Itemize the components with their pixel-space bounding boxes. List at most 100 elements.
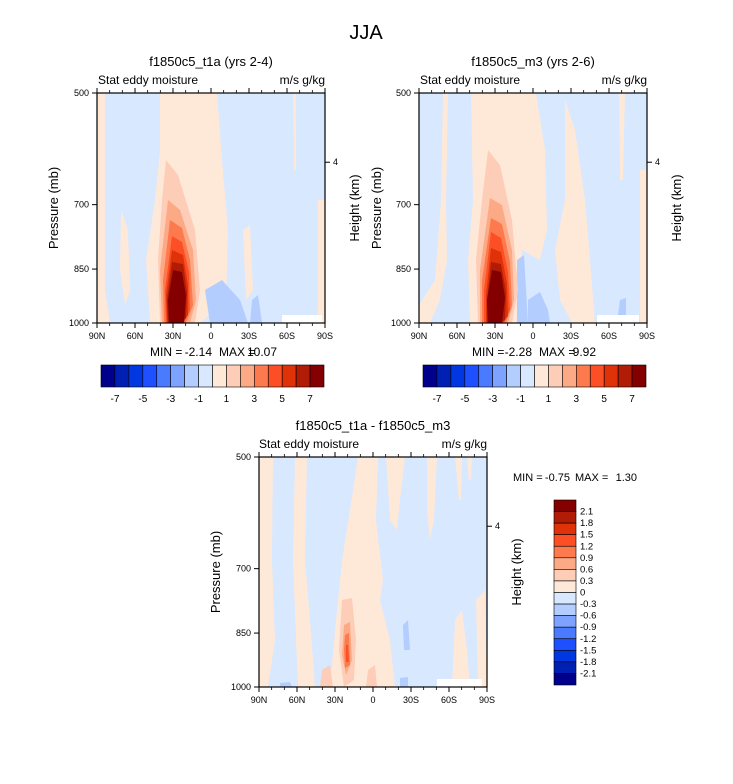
colorbar-swatch — [589, 364, 605, 388]
colorbar-swatch — [553, 626, 577, 640]
colorbar-label: -0.3 — [580, 599, 596, 610]
x-tick-label: 0 — [530, 331, 535, 341]
colorbar-label: 0.6 — [580, 564, 593, 575]
colorbar-label: 0.3 — [580, 576, 593, 587]
colorbar-swatch — [553, 522, 577, 535]
colorbar-swatch — [553, 661, 577, 674]
panel-3-contours — [259, 457, 487, 687]
x-tick-label: 30S — [403, 695, 419, 705]
panel-3-ylabel-right: Height (km) — [509, 538, 524, 605]
contour-fill — [366, 665, 377, 687]
colorbar-label: 1.5 — [580, 530, 593, 541]
colorbar-swatch — [553, 580, 577, 593]
panel-2-max-value: 9.92 — [573, 345, 597, 359]
colorbar-label: 1 — [546, 394, 552, 405]
colorbar-swatch — [254, 364, 269, 388]
colorbar-1: -7 -5 -3 -1 1 3 5 7 — [100, 364, 325, 405]
panel-1-min-value: -2.14 — [185, 345, 213, 359]
panel-3-max-value: 1.30 — [616, 472, 637, 484]
colorbar-label: -0.6 — [580, 611, 596, 622]
missing-data-region — [282, 315, 322, 323]
colorbar-label: 7 — [629, 394, 635, 405]
panel-2-left-label: Stat eddy moisture — [420, 73, 520, 87]
contour-fill — [293, 93, 296, 170]
y-tick-label: 500 — [74, 88, 89, 98]
colorbar-swatch — [309, 364, 325, 388]
colorbar-label: 1.8 — [580, 518, 593, 529]
colorbar-swatch — [450, 364, 466, 388]
colorbar-swatch — [184, 364, 199, 388]
colorbar-label: -1 — [194, 394, 203, 405]
x-tick-label: 30N — [165, 331, 182, 341]
contour-fill — [467, 457, 472, 480]
y-right-tick-label: 4 — [333, 157, 338, 167]
contour-fill — [476, 590, 487, 687]
panel-1-right-label: m/s g/kg — [280, 73, 325, 87]
x-tick-label: 90S — [317, 331, 333, 341]
contour-fill — [280, 682, 292, 687]
colorbar-swatch — [492, 364, 507, 388]
colorbar-swatch — [128, 364, 144, 388]
x-tick-label: 30S — [241, 331, 257, 341]
colorbar-swatch — [212, 364, 227, 388]
y-tick-label: 1000 — [69, 318, 89, 328]
x-tick-label: 90S — [639, 331, 655, 341]
y-tick-label: 1000 — [231, 682, 251, 692]
y-tick-label: 850 — [236, 628, 251, 638]
missing-data-region — [597, 315, 639, 323]
contour-fill — [346, 645, 349, 662]
colorbar-2: -7 -5 -3 -1 1 3 5 7 — [422, 364, 647, 405]
colorbar-swatch — [553, 673, 577, 686]
contour-fill — [618, 298, 626, 315]
panel-2-axes: 90N 60N 30N 0 30S 60S 90S 500 700 850 1000 4 — [391, 88, 660, 341]
panel-3-min-value: -0.75 — [545, 472, 570, 484]
colorbar-label: -1.8 — [580, 657, 596, 668]
colorbar-label: 2.1 — [580, 507, 593, 518]
y-tick-label: 500 — [236, 452, 251, 462]
colorbar-label: -5 — [138, 394, 147, 405]
y-tick-label: 700 — [236, 564, 251, 574]
x-tick-label: 60N — [127, 331, 144, 341]
panel-2-title: f1850c5_m3 (yrs 2-6) — [471, 54, 595, 69]
colorbar-label: -3 — [166, 394, 175, 405]
colorbar-swatch — [281, 364, 297, 388]
colorbar-label: -0.9 — [580, 622, 596, 633]
panel-3: f1850c5_t1a - f1850c5_m3 Stat eddy moist… — [208, 418, 637, 705]
x-tick-label: 30S — [563, 331, 579, 341]
colorbar-swatch — [553, 650, 577, 663]
panel-2-ylabel-right: Height (km) — [669, 174, 684, 241]
contour-fill — [640, 170, 647, 323]
panel-3-min-label: MIN = — [513, 472, 543, 484]
figure-title: JJA — [349, 22, 383, 44]
panel-2-min-value: -2.28 — [505, 345, 533, 359]
x-tick-label: 60S — [279, 331, 295, 341]
panel-1-left-label: Stat eddy moisture — [98, 73, 198, 87]
panel-2-min-label: MIN = — [472, 345, 504, 359]
panel-3-left-label: Stat eddy moisture — [259, 437, 359, 451]
colorbar-label: -1.2 — [580, 634, 596, 645]
colorbar-swatch — [240, 364, 255, 388]
panel-1-axes: 90N 60N 30N 0 30S 60S 90S 500 700 850 1000 4 — [69, 88, 338, 341]
colorbar-label: 0.9 — [580, 553, 593, 564]
x-tick-label: 90N — [411, 331, 428, 341]
contour-fill — [517, 255, 528, 323]
contour-fill — [400, 677, 408, 687]
panel-1-contours — [97, 93, 325, 323]
colorbar-swatch — [170, 364, 185, 388]
contour-fill — [259, 457, 275, 687]
colorbar-swatch — [553, 603, 577, 616]
x-tick-label: 90S — [479, 695, 495, 705]
colorbar-swatch — [267, 364, 283, 388]
contour-fill — [97, 93, 110, 323]
y-tick-label: 700 — [396, 200, 411, 210]
colorbar-label: -2.1 — [580, 668, 596, 679]
colorbar-label: -1 — [516, 394, 525, 405]
colorbar-swatch — [553, 545, 577, 559]
colorbar-swatch — [198, 364, 213, 388]
colorbar-label: 1 — [224, 394, 230, 405]
panel-1-max-label: MAX = — [219, 345, 255, 359]
colorbar-swatch — [553, 511, 577, 524]
panel-2-max-label: MAX = — [539, 345, 575, 359]
contour-fill — [427, 457, 437, 540]
colorbar-label: -3 — [488, 394, 497, 405]
